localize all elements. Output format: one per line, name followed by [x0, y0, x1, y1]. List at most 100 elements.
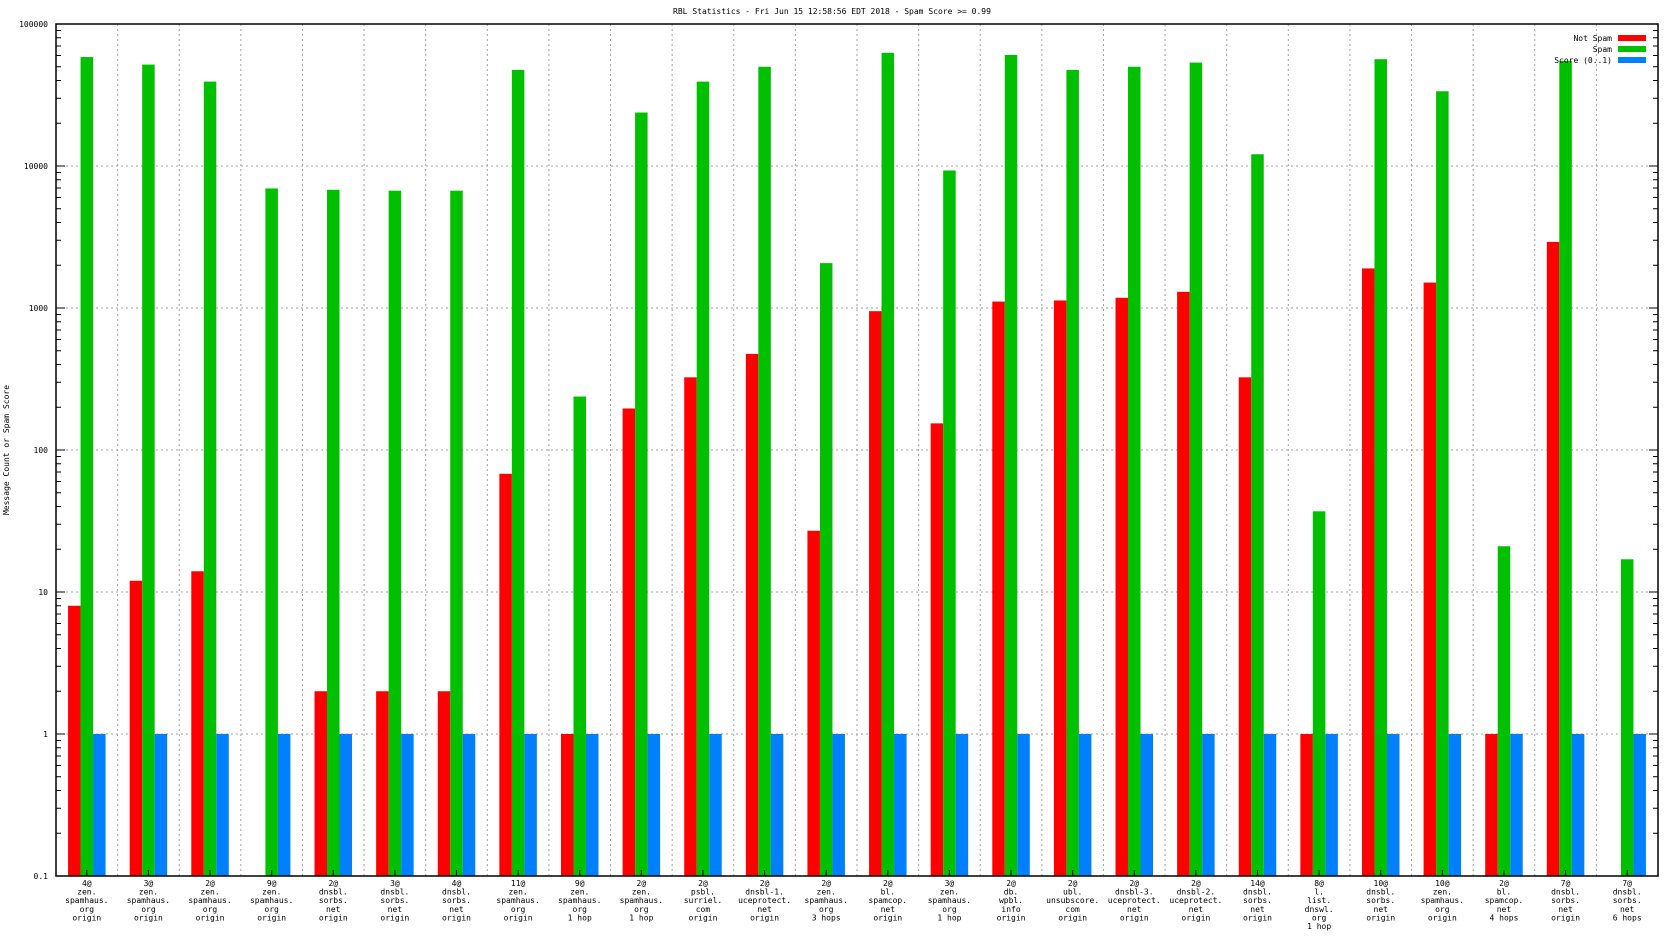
x-tick-label: 9@	[267, 879, 277, 888]
bar-not-spam	[1177, 291, 1190, 876]
bar-not-spam	[745, 353, 759, 876]
x-tick-label: org	[141, 905, 156, 914]
x-tick-label: 1 hop	[1307, 922, 1331, 931]
x-tick-label: net	[1497, 905, 1512, 914]
x-tick-label: surriel.	[684, 896, 723, 905]
x-tick-label: net	[388, 905, 403, 914]
bar-not-spam	[1361, 268, 1375, 876]
x-tick-label: 2@	[637, 879, 647, 888]
bar-spam	[819, 263, 833, 876]
bar-spam	[1436, 91, 1449, 876]
x-tick-label: spamhaus.	[928, 896, 971, 905]
x-tick-label: origin	[1428, 913, 1457, 922]
x-tick-label: sorbs.	[319, 896, 348, 905]
x-tick-label: org	[1435, 905, 1450, 914]
x-tick-label: origin	[72, 913, 101, 922]
bar-not-spam	[1485, 734, 1498, 876]
bar-spam	[80, 57, 94, 877]
bar-score	[709, 734, 722, 876]
x-tick-label: 4@	[452, 879, 462, 888]
bar-spam	[1374, 59, 1387, 877]
bar-score	[524, 734, 537, 876]
x-tick-label: org	[80, 905, 95, 914]
chart-title: RBL Statistics - Fri Jun 15 12:58:56 EDT…	[673, 7, 991, 16]
x-tick-label: 4@	[82, 879, 92, 888]
bar-score	[1202, 734, 1215, 876]
bar-spam	[142, 64, 155, 876]
x-tick-label: origin	[257, 913, 286, 922]
x-tick-label: sorbs.	[1366, 896, 1395, 905]
x-tick-label: 3@	[390, 879, 400, 888]
x-tick-label: net	[1620, 905, 1635, 914]
x-tick-label: uceprotect.	[738, 896, 791, 905]
x-tick-label: sorbs.	[1613, 896, 1642, 905]
x-tick-label: sorbs.	[1243, 896, 1272, 905]
bar-score	[894, 734, 907, 876]
x-tick-label: zen.	[632, 888, 651, 897]
y-tick-label: 1000	[29, 304, 48, 313]
y-tick-label: 1	[43, 730, 48, 739]
x-tick-label: uceprotect.	[1169, 896, 1222, 905]
bar-score	[1386, 734, 1400, 876]
x-tick-label: origin	[196, 913, 225, 922]
x-tick-label: zen.	[508, 888, 527, 897]
x-tick-label: spamhaus.	[188, 896, 231, 905]
x-tick-label: 2@	[1068, 879, 1078, 888]
x-tick-label: sorbs.	[1551, 896, 1580, 905]
x-tick-label: 3@	[945, 879, 955, 888]
x-tick-label: org	[819, 905, 834, 914]
bar-spam	[881, 52, 895, 876]
x-tick-label: org	[942, 905, 957, 914]
x-tick-label: 2@	[821, 879, 831, 888]
x-tick-label: origin	[1058, 913, 1087, 922]
x-tick-label: dnsbl.	[1243, 888, 1272, 897]
bar-spam	[511, 69, 525, 877]
bar-score	[1017, 734, 1030, 876]
x-tick-label: 4 hops	[1490, 913, 1519, 922]
bar-not-spam	[930, 423, 944, 876]
bar-not-spam	[376, 691, 389, 876]
bar-score	[1325, 734, 1338, 876]
y-tick-label: 10000	[24, 162, 48, 171]
x-tick-label: 2@	[760, 879, 770, 888]
bar-score	[1263, 734, 1277, 876]
bar-score	[401, 734, 414, 876]
x-tick-label: psbl.	[691, 888, 715, 897]
plot-frame	[55, 23, 1659, 877]
x-tick-label: 2@	[1129, 879, 1139, 888]
x-tick-label: 3@	[144, 879, 154, 888]
x-tick-label: spamhaus.	[65, 896, 108, 905]
bar-score	[339, 734, 353, 876]
x-tick-label: dnsbl.	[1613, 888, 1642, 897]
legend-label: Spam	[1593, 45, 1612, 54]
x-tick-label: org	[1312, 913, 1327, 922]
bar-not-spam	[191, 571, 204, 876]
bar-not-spam	[807, 530, 820, 876]
bar-score	[154, 734, 168, 876]
bar-not-spam	[684, 377, 697, 876]
x-tick-label: 2@	[1006, 879, 1016, 888]
bar-score	[1078, 734, 1092, 876]
x-tick-label: zen.	[139, 888, 158, 897]
bar-not-spam	[1053, 300, 1067, 876]
x-tick-label: 1 hop	[568, 913, 592, 922]
x-tick-label: 9@	[575, 879, 585, 888]
x-tick-label: origin	[319, 913, 348, 922]
bar-spam	[203, 81, 217, 877]
x-tick-label: 2@	[1191, 879, 1201, 888]
bar-not-spam	[68, 605, 81, 876]
x-tick-label: org	[511, 905, 526, 914]
bar-spam	[1004, 54, 1018, 877]
x-tick-label: zen.	[1433, 888, 1452, 897]
x-tick-label: dnsbl-3.	[1115, 888, 1154, 897]
bar-score	[1571, 734, 1585, 876]
x-tick-label: spamhaus.	[1421, 896, 1464, 905]
bar-not-spam	[622, 408, 636, 876]
y-tick-label: 10	[38, 588, 48, 597]
x-tick-label: origin	[997, 913, 1026, 922]
axes: 0.11101001000100001000004@zen.spamhaus.o…	[19, 20, 1659, 931]
x-tick-label: spamcop.	[1485, 896, 1524, 905]
bar-score	[1140, 734, 1154, 876]
x-tick-label: 6 hops	[1613, 913, 1642, 922]
